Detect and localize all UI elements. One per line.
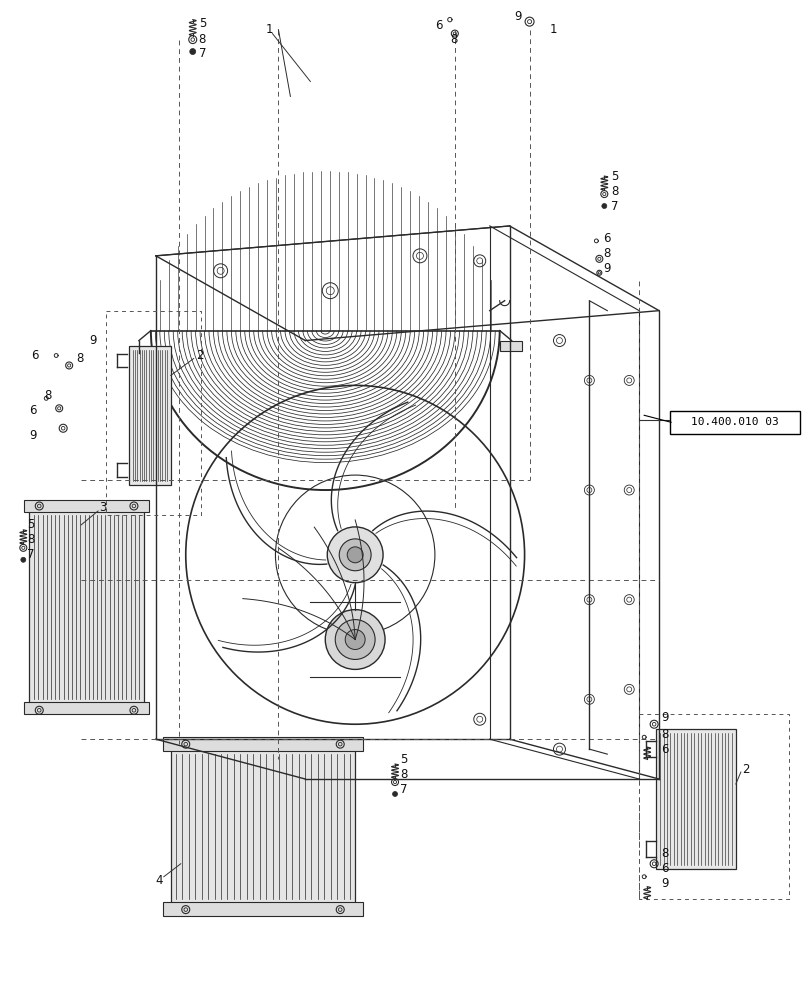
- Bar: [163, 737, 363, 751]
- Text: 8: 8: [28, 533, 35, 546]
- Text: 5: 5: [611, 170, 618, 183]
- Text: 6: 6: [660, 743, 667, 756]
- Circle shape: [347, 547, 363, 563]
- Text: 1: 1: [265, 23, 272, 36]
- Text: 5: 5: [400, 753, 407, 766]
- Text: 10.400.010 03: 10.400.010 03: [690, 417, 778, 427]
- Bar: [131, 353, 152, 362]
- Text: 6: 6: [603, 232, 610, 245]
- Text: 6: 6: [32, 349, 39, 362]
- Bar: [170, 749, 354, 904]
- Bar: [499, 341, 521, 351]
- Text: 3: 3: [99, 501, 106, 514]
- Text: 7: 7: [199, 47, 206, 60]
- Text: 8: 8: [660, 847, 667, 860]
- Text: 5: 5: [28, 518, 35, 531]
- Text: 8: 8: [400, 768, 407, 781]
- Text: 2: 2: [741, 763, 749, 776]
- Bar: [129, 346, 170, 485]
- Text: 1: 1: [549, 23, 556, 36]
- Text: 9: 9: [89, 334, 97, 347]
- Circle shape: [601, 204, 606, 209]
- Text: 8: 8: [603, 247, 610, 260]
- Circle shape: [21, 557, 26, 562]
- FancyBboxPatch shape: [669, 411, 799, 434]
- Text: 9: 9: [660, 877, 667, 890]
- Text: 8: 8: [199, 33, 206, 46]
- Text: 8: 8: [44, 389, 52, 402]
- Text: 7: 7: [611, 200, 618, 213]
- Text: 6: 6: [29, 404, 36, 417]
- Text: 5: 5: [199, 17, 206, 30]
- Text: 8: 8: [660, 728, 667, 741]
- Text: 9: 9: [29, 429, 36, 442]
- Text: 6: 6: [660, 862, 667, 875]
- Text: 4: 4: [156, 874, 163, 887]
- Circle shape: [345, 630, 365, 649]
- Text: 7: 7: [400, 783, 407, 796]
- Text: 2: 2: [195, 349, 203, 362]
- Text: 9: 9: [660, 711, 667, 724]
- Text: 8: 8: [76, 352, 84, 365]
- Bar: [29, 510, 144, 704]
- Bar: [163, 902, 363, 916]
- Text: 6: 6: [435, 19, 442, 32]
- Circle shape: [190, 49, 195, 55]
- Circle shape: [339, 539, 371, 571]
- Text: 8: 8: [449, 33, 457, 46]
- Text: 9: 9: [603, 262, 610, 275]
- Text: 8: 8: [611, 185, 618, 198]
- Bar: [655, 729, 735, 869]
- Bar: [24, 500, 148, 512]
- Circle shape: [335, 620, 375, 659]
- Bar: [24, 702, 148, 714]
- Text: 7: 7: [28, 548, 35, 561]
- Circle shape: [325, 610, 384, 669]
- Circle shape: [392, 791, 397, 796]
- Text: 9: 9: [514, 10, 521, 23]
- Circle shape: [327, 527, 383, 583]
